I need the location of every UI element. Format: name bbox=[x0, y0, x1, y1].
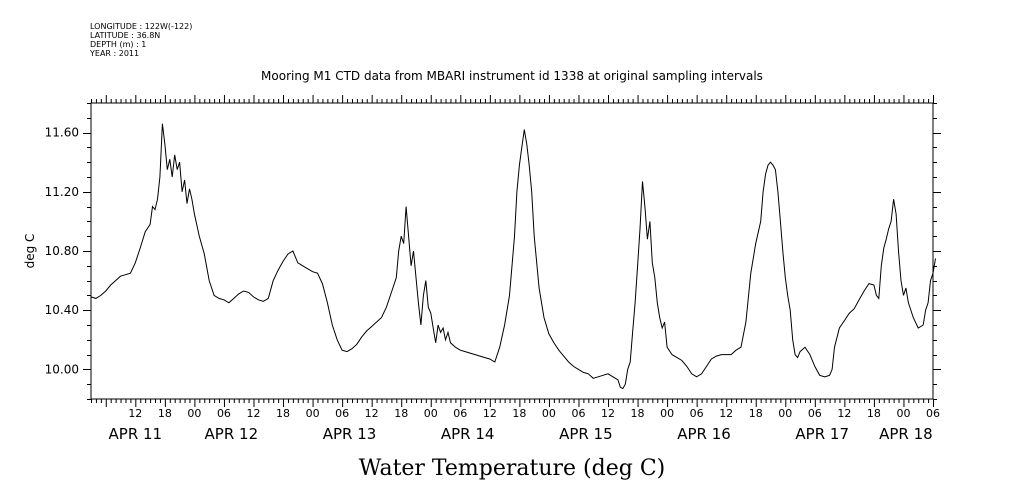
x-hour-tick-label: 06 bbox=[808, 407, 822, 420]
mooring-metadata: LONGITUDE : 122W(-122) LATITUDE : 36.8N … bbox=[90, 22, 192, 58]
x-hour-tick-label: 12 bbox=[601, 407, 615, 420]
x-hour-tick-label: 18 bbox=[394, 407, 408, 420]
x-date-label: APR 17 bbox=[795, 425, 849, 443]
x-hour-tick-label: 06 bbox=[926, 407, 940, 420]
axis-ticks bbox=[83, 95, 941, 407]
x-hour-tick-label: 18 bbox=[749, 407, 763, 420]
x-hour-tick-label: 12 bbox=[483, 407, 497, 420]
plot-frame bbox=[90, 102, 934, 400]
x-hour-tick-label: 00 bbox=[424, 407, 438, 420]
x-hour-tick-label: 12 bbox=[719, 407, 733, 420]
x-date-label: APR 14 bbox=[441, 425, 495, 443]
x-hour-tick-label: 06 bbox=[571, 407, 585, 420]
x-hour-tick-label: 00 bbox=[778, 407, 792, 420]
x-hour-tick-label: 18 bbox=[512, 407, 526, 420]
x-date-label: APR 12 bbox=[205, 425, 259, 443]
x-hour-tick-label: 00 bbox=[306, 407, 320, 420]
x-axis-label: Water Temperature (deg C) bbox=[359, 456, 666, 481]
x-hour-tick-label: 06 bbox=[453, 407, 467, 420]
y-tick-label: 10.40 bbox=[45, 303, 79, 317]
x-hour-tick-label: 18 bbox=[158, 407, 172, 420]
y-tick-label: 10.80 bbox=[45, 244, 79, 258]
x-hour-tick-label: 12 bbox=[365, 407, 379, 420]
x-date-label: APR 13 bbox=[323, 425, 377, 443]
x-hour-tick-label: 12 bbox=[837, 407, 851, 420]
x-hour-tick-label: 00 bbox=[542, 407, 556, 420]
x-hour-tick-label: 00 bbox=[896, 407, 910, 420]
y-tick-label: 11.20 bbox=[45, 185, 79, 199]
x-hour-tick-label: 12 bbox=[128, 407, 142, 420]
longitude-text: LONGITUDE : 122W(-122) bbox=[90, 22, 193, 31]
axis-tick-labels: 12 18 00 06 12 18 00 06 12 18 00 06 12 18 00 06 12 18 00 06… bbox=[45, 126, 940, 443]
y-tick-label: 10.00 bbox=[45, 362, 79, 376]
x-hour-tick-label: 00 bbox=[660, 407, 674, 420]
x-hour-tick-label: 06 bbox=[690, 407, 704, 420]
year-text: YEAR : 2011 bbox=[90, 49, 140, 58]
x-hour-tick-label: 06 bbox=[335, 407, 349, 420]
water-temperature-line bbox=[90, 123, 936, 390]
x-hour-tick-label: 12 bbox=[246, 407, 260, 420]
chart-title: Mooring M1 CTD data from MBARI instrumen… bbox=[261, 69, 763, 83]
x-date-label: APR 11 bbox=[109, 425, 163, 443]
y-tick-label: 11.60 bbox=[45, 126, 79, 140]
x-hour-tick-label: 00 bbox=[187, 407, 201, 420]
x-hour-tick-label: 18 bbox=[631, 407, 645, 420]
x-hour-tick-label: 18 bbox=[867, 407, 881, 420]
x-hour-tick-label: 18 bbox=[276, 407, 290, 420]
y-axis-label: deg C bbox=[23, 234, 37, 269]
x-date-label: APR 15 bbox=[559, 425, 613, 443]
x-date-label: APR 18 bbox=[879, 425, 933, 443]
depth-text: DEPTH (m) : 1 bbox=[90, 40, 147, 49]
x-hour-tick-label: 06 bbox=[217, 407, 231, 420]
latitude-text: LATITUDE : 36.8N bbox=[90, 31, 161, 40]
x-date-label: APR 16 bbox=[677, 425, 731, 443]
